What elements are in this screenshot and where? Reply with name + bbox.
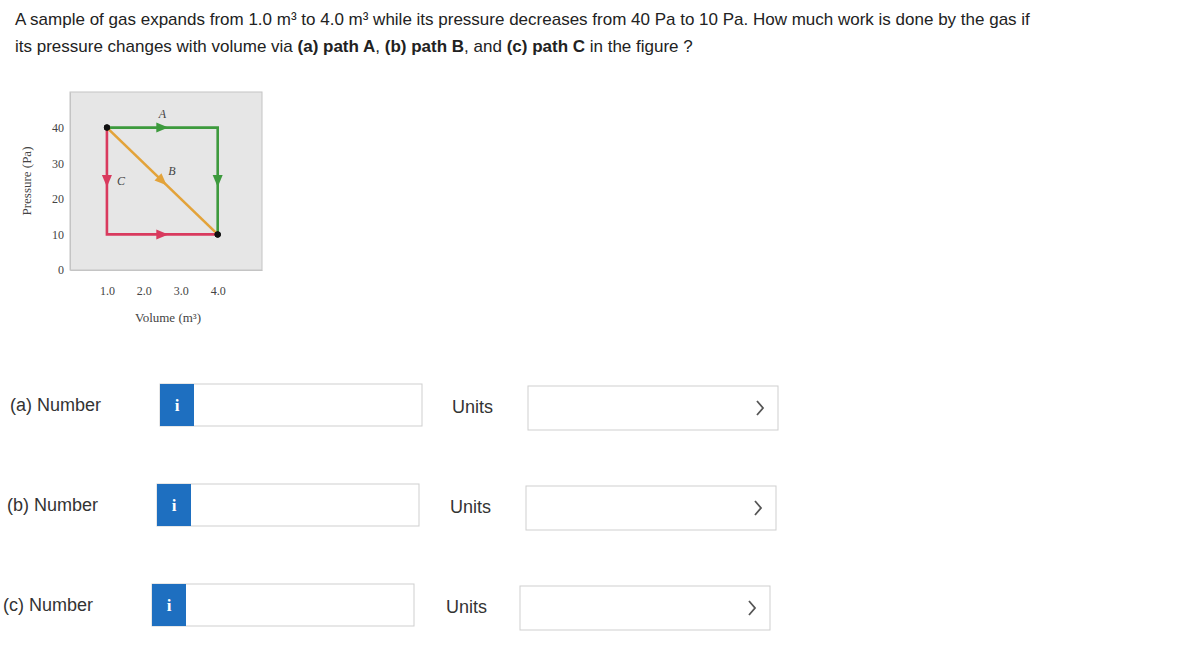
x-tick-label: 4.0 bbox=[211, 284, 226, 298]
y-tick: 40 bbox=[52, 121, 70, 135]
x-tick-label: 1.0 bbox=[100, 284, 115, 298]
y-tick-label: 10 bbox=[52, 228, 64, 242]
question-text: (a) path A bbox=[298, 37, 376, 56]
info-button[interactable] bbox=[157, 484, 191, 526]
info-button[interactable] bbox=[152, 584, 186, 626]
units-select[interactable] bbox=[526, 486, 776, 530]
plot-area bbox=[102, 123, 223, 240]
info-icon: i bbox=[172, 496, 177, 515]
question-text: its pressure changes with volume via bbox=[15, 37, 298, 56]
y-tick: 20 bbox=[52, 192, 70, 206]
x-tick-label: 2.0 bbox=[137, 284, 152, 298]
question-text: , and bbox=[464, 37, 507, 56]
series-labels: A B C bbox=[117, 107, 176, 188]
chart: 1.0 2.0 3.0 4.0 0 10 20 30 40 Volume (m³) Pressure… bbox=[19, 92, 263, 325]
x-tick: 2.0 bbox=[137, 270, 152, 298]
units-select[interactable] bbox=[528, 386, 778, 430]
select-chevron bbox=[757, 401, 763, 415]
state-point bbox=[104, 125, 110, 131]
answer-row: (c) Number i Units bbox=[3, 584, 770, 630]
state-point bbox=[104, 125, 110, 131]
series-label: C bbox=[117, 174, 126, 188]
select-chevron bbox=[749, 601, 755, 615]
question-text: A sample of gas expands from 1.0 m³ to 4… bbox=[15, 10, 1030, 29]
x-tick-label: 3.0 bbox=[174, 284, 189, 298]
units-select[interactable] bbox=[520, 586, 770, 630]
number-input[interactable] bbox=[160, 384, 422, 426]
answer-label: (b) Number bbox=[7, 495, 98, 515]
x-axis-title: Volume (m³) bbox=[135, 310, 201, 325]
units-label: Units bbox=[452, 397, 493, 417]
y-tick-label: 0 bbox=[58, 263, 64, 277]
x-axis: 1.0 2.0 3.0 4.0 bbox=[71, 270, 263, 298]
state-point bbox=[215, 231, 221, 237]
direction-arrow bbox=[102, 175, 112, 187]
info-icon: i bbox=[175, 396, 180, 415]
number-input[interactable] bbox=[152, 584, 414, 626]
x-tick: 3.0 bbox=[174, 270, 189, 298]
answer-label: (c) Number bbox=[3, 595, 93, 615]
y-axis: 0 10 20 30 40 bbox=[52, 93, 71, 278]
series-line bbox=[107, 128, 218, 235]
plot-background bbox=[70, 92, 262, 270]
info-button[interactable] bbox=[160, 384, 194, 426]
series-label: B bbox=[168, 164, 176, 178]
units-label: Units bbox=[450, 497, 491, 517]
question-line: its pressure changes with volume via (a)… bbox=[15, 37, 693, 56]
question-text: (b) path B bbox=[385, 37, 464, 56]
question-line: A sample of gas expands from 1.0 m³ to 4… bbox=[15, 10, 1030, 29]
info-icon: i bbox=[167, 596, 172, 615]
series-line bbox=[107, 128, 218, 235]
answer-label: (a) Number bbox=[10, 395, 101, 415]
direction-arrow bbox=[156, 229, 168, 239]
question-text: in the figure ? bbox=[585, 37, 693, 56]
state-point bbox=[215, 231, 221, 237]
y-tick: 30 bbox=[52, 157, 70, 171]
y-tick-label: 30 bbox=[52, 157, 64, 171]
question-text: (c) path C bbox=[507, 37, 585, 56]
y-tick: 0 bbox=[58, 263, 70, 277]
direction-arrow bbox=[156, 123, 168, 133]
x-axis-line bbox=[71, 270, 263, 271]
question-text: , bbox=[375, 37, 384, 56]
select-chevron bbox=[755, 501, 761, 515]
y-axis-title: Pressure (Pa) bbox=[19, 147, 34, 216]
y-tick-label: 20 bbox=[52, 192, 64, 206]
series-line bbox=[107, 128, 218, 235]
y-tick-label: 40 bbox=[52, 121, 64, 135]
state-point bbox=[104, 125, 110, 131]
series-label: A bbox=[158, 107, 167, 121]
y-tick: 10 bbox=[52, 228, 70, 242]
units-label: Units bbox=[446, 597, 487, 617]
direction-arrow bbox=[213, 175, 223, 187]
y-axis-line bbox=[70, 93, 71, 271]
page: A sample of gas expands from 1.0 m³ to 4… bbox=[0, 0, 1200, 648]
x-tick: 1.0 bbox=[100, 270, 115, 298]
answer-row: (a) Number i Units bbox=[10, 384, 778, 430]
state-point bbox=[215, 231, 221, 237]
x-tick: 4.0 bbox=[211, 270, 226, 298]
answer-row: (b) Number i Units bbox=[7, 484, 776, 530]
number-input[interactable] bbox=[157, 484, 419, 526]
